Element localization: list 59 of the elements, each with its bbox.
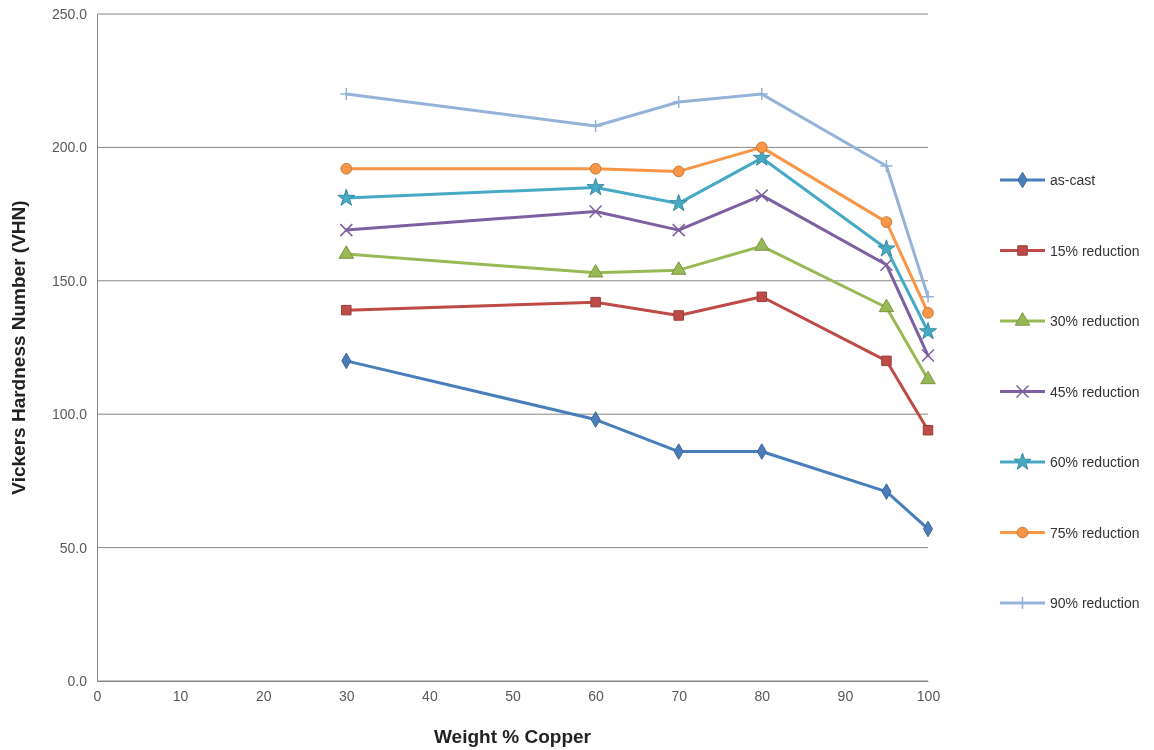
point: [670, 261, 687, 275]
x-tick-label: 60: [588, 687, 605, 704]
point: [337, 188, 356, 206]
point: [878, 298, 895, 313]
point: [879, 258, 894, 272]
point: [339, 87, 354, 101]
x-tick-label: 100: [916, 687, 941, 704]
y-tick-label: 200.0: [51, 139, 88, 156]
point: [340, 162, 353, 175]
y-tick-label: 0.0: [67, 672, 88, 689]
point: [673, 310, 684, 321]
x-tick-label: 30: [339, 687, 355, 704]
legend-label: 30% reduction: [1050, 313, 1140, 329]
x-tick-label: 70: [671, 687, 688, 704]
point: [921, 348, 935, 363]
y-tick-label: 50.0: [59, 539, 88, 556]
legend-label: 60% reduction: [1050, 454, 1140, 470]
point: [338, 245, 355, 259]
point: [587, 263, 604, 278]
y-axis-title: Vickers Hardness Number (VHN): [8, 200, 29, 495]
point: [755, 188, 769, 203]
point: [879, 159, 894, 173]
point: [755, 141, 768, 154]
legend-label: as-cast: [1050, 172, 1096, 188]
point: [918, 322, 938, 340]
point: [881, 355, 892, 367]
y-tick-label: 100.0: [51, 406, 88, 423]
point: [921, 290, 935, 304]
point: [922, 424, 934, 436]
x-tick-label: 80: [754, 687, 771, 704]
legend-label: 45% reduction: [1050, 383, 1140, 400]
point: [922, 306, 934, 319]
y-tick-label: 250.0: [51, 5, 88, 22]
point: [920, 370, 936, 385]
point: [588, 119, 603, 133]
x-tick-label: 10: [172, 687, 189, 704]
y-tick-label: 150.0: [51, 272, 88, 289]
legend-label: 15% reduction: [1050, 242, 1140, 259]
point: [880, 216, 893, 228]
x-tick-label: 50: [505, 687, 521, 704]
x-axis-title: Weight % Copper: [434, 726, 592, 747]
legend-label: 75% reduction: [1050, 524, 1140, 541]
x-tick-label: 20: [255, 687, 272, 704]
point: [339, 223, 354, 237]
point: [672, 165, 685, 178]
x-tick-label: 90: [837, 687, 854, 704]
point: [756, 291, 768, 303]
point: [671, 223, 686, 237]
point: [669, 193, 688, 212]
point: [586, 177, 605, 196]
point: [588, 204, 603, 219]
point: [754, 237, 770, 251]
legend-label: 90% reduction: [1050, 595, 1140, 611]
point: [877, 239, 896, 257]
point: [341, 304, 352, 316]
x-tick-label: 0: [93, 687, 102, 704]
point: [589, 162, 602, 175]
x-tick-label: 40: [422, 687, 438, 704]
point: [590, 296, 601, 308]
